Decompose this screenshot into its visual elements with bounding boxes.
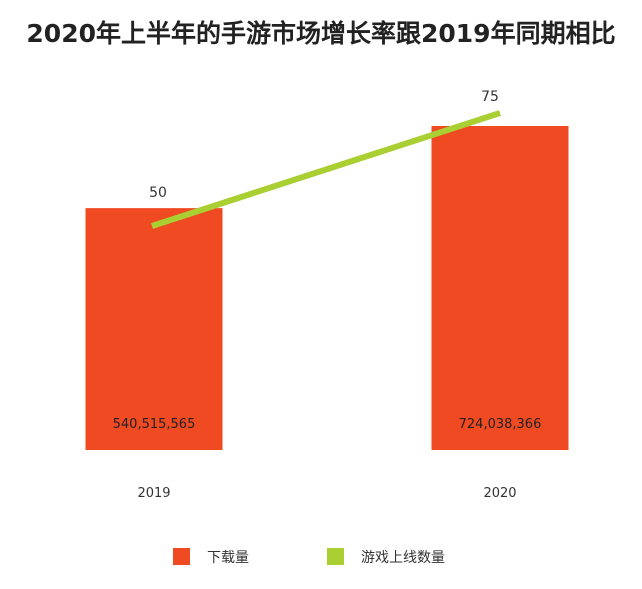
line-series-games (151, 110, 501, 229)
bar-2019 (85, 208, 223, 450)
bar-value-label: 724,038,366 (459, 417, 542, 432)
legend-swatch (173, 548, 190, 565)
line-value-label: 75 (481, 89, 499, 105)
x-tick-label: 2019 (137, 486, 170, 501)
legend-label: 下载量 (207, 550, 249, 566)
x-tick-label: 2020 (483, 486, 516, 501)
legend-label: 游戏上线数量 (361, 550, 445, 566)
bar-2020 (431, 126, 569, 450)
line-value-label: 50 (149, 185, 167, 201)
chart-title: 2020年上半年的手游市场增长率跟2019年同期相比 (26, 19, 616, 48)
bar-value-label: 540,515,565 (113, 417, 196, 432)
legend-swatch (327, 548, 344, 565)
